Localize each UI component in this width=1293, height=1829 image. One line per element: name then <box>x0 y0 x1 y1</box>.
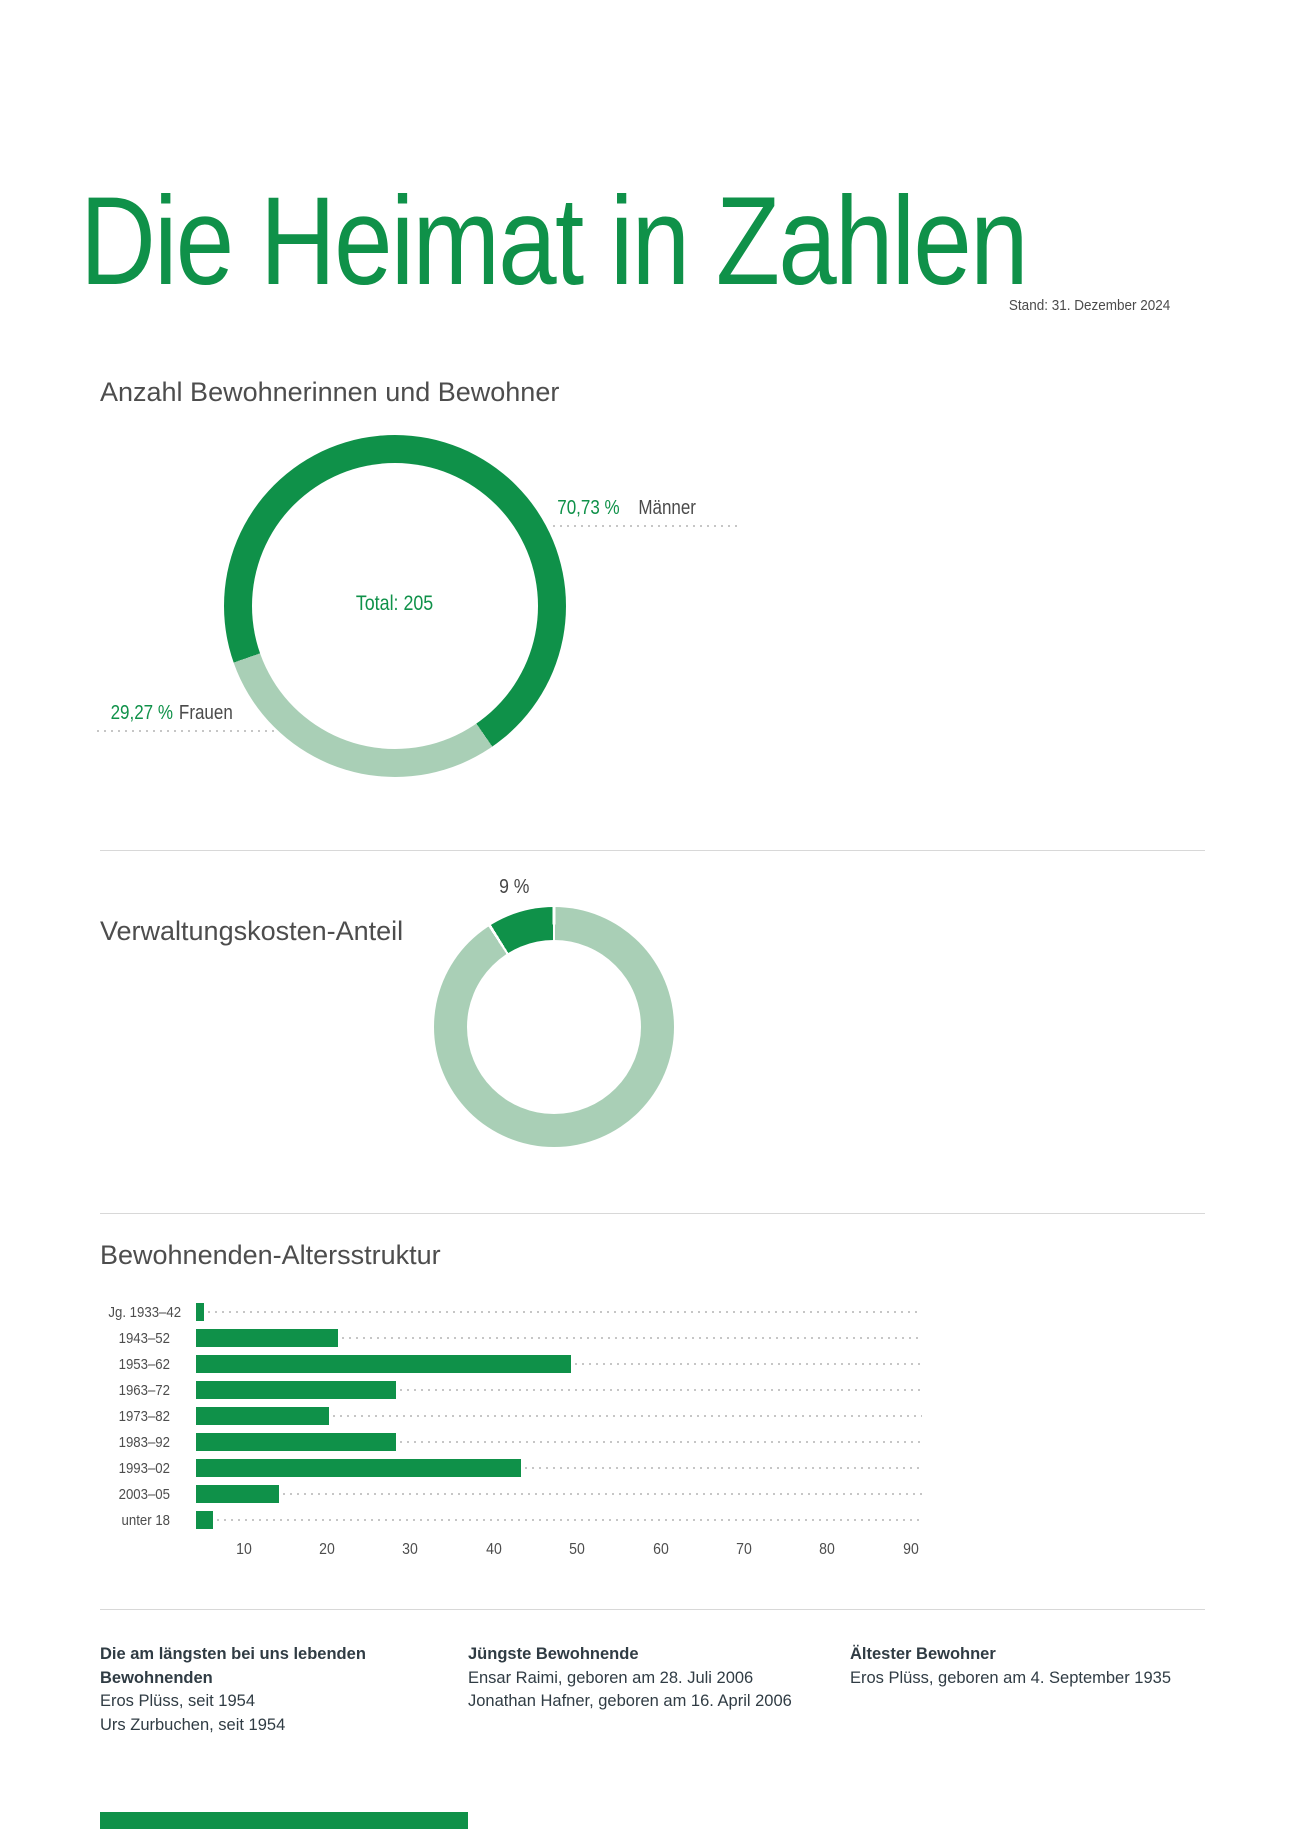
category-label: 1983–92 <box>118 1433 170 1451</box>
bar-track <box>196 1407 922 1425</box>
callout-dotted-line <box>553 525 740 527</box>
maenner-label: Männer <box>638 497 696 519</box>
axis-tick-label: 90 <box>902 1541 919 1558</box>
chart-row: 1943–52 <box>100 1329 922 1347</box>
bar <box>196 1511 213 1529</box>
footer-column-longest-residents: Die am längsten bei uns lebenden Bewohne… <box>100 1643 385 1737</box>
dotted-gridline <box>208 1311 922 1313</box>
section-title-residents: Anzahl Bewohnerinnen und Bewohner <box>100 377 560 407</box>
footer-line: Urs Zurbuchen, seit 1954 <box>100 1715 286 1734</box>
bar <box>196 1433 397 1451</box>
category-label: 1973–82 <box>118 1407 170 1425</box>
chart-row: 1993–02 <box>100 1459 922 1477</box>
category-label: 1943–52 <box>118 1329 170 1347</box>
category-label: unter 18 <box>121 1511 170 1529</box>
dotted-gridline <box>216 1519 922 1521</box>
category-label: 1953–62 <box>118 1355 170 1373</box>
bar <box>196 1329 338 1347</box>
section-title-admin-costs: Verwaltungskosten-Anteil <box>100 916 404 946</box>
residents-donut-chart <box>224 435 566 777</box>
bar-track <box>196 1485 922 1503</box>
footer-heading: Die am längsten bei uns lebenden Bewohne… <box>100 1645 366 1687</box>
bar-track <box>196 1433 922 1451</box>
bar-track <box>196 1329 922 1347</box>
footer-divider <box>100 1609 1205 1610</box>
callout-dotted-line <box>97 730 278 732</box>
footer-column-youngest-residents: Jüngste Bewohnende Ensar Raimi, geboren a… <box>468 1643 828 1714</box>
bar-track <box>196 1459 922 1477</box>
bar <box>196 1485 280 1503</box>
section-divider <box>100 850 1205 851</box>
chart-row: 1963–72 <box>100 1381 922 1399</box>
chart-row: 1983–92 <box>100 1433 922 1451</box>
dotted-gridline <box>575 1363 922 1365</box>
callout-frauen-text: 29,27 % Frauen <box>97 702 251 730</box>
chart-row: Jg. 1933–42 <box>100 1303 922 1321</box>
brand-bar <box>100 1812 468 1829</box>
category-label: 1993–02 <box>118 1459 170 1477</box>
donut-hole <box>467 940 641 1114</box>
admin-cost-donut-chart <box>434 907 674 1147</box>
maenner-percent: 70,73 % <box>557 497 620 519</box>
footer-line: Jonathan Hafner, geboren am 16. April 20… <box>468 1692 792 1710</box>
date-stamp: Stand: 31. Dezember 2024 <box>1008 297 1170 314</box>
callout-frauen: 29,27 % Frauen <box>97 702 278 732</box>
callout-maenner-text: 70,73 % Männer <box>553 497 712 525</box>
admin-cost-percent-label: 9 % <box>480 876 548 899</box>
chart-row: 1973–82 <box>100 1407 922 1425</box>
axis-tick-label: 40 <box>485 1541 502 1558</box>
category-label: 1963–72 <box>118 1381 170 1399</box>
x-axis: 10 20 30 40 50 60 70 80 90 <box>196 1541 922 1561</box>
footer-line: Ensar Raimi, geboren am 28. Juli 2006 <box>468 1668 754 1687</box>
category-label: 2003–05 <box>118 1485 170 1503</box>
bar <box>196 1355 572 1373</box>
dotted-gridline <box>525 1467 922 1469</box>
axis-tick-label: 50 <box>569 1541 585 1558</box>
bar-track <box>196 1381 922 1399</box>
axis-tick-label: 20 <box>319 1541 335 1558</box>
frauen-label: Frauen <box>178 702 233 724</box>
footer-column-oldest-resident: Ältester Bewohner Eros Plüss, geboren am … <box>850 1643 1230 1690</box>
axis-tick-label: 80 <box>819 1541 836 1558</box>
dotted-gridline <box>341 1337 922 1339</box>
bar <box>196 1459 522 1477</box>
footer-heading: Jüngste Bewohnende <box>468 1645 639 1663</box>
chart-row: 2003–05 <box>100 1485 922 1503</box>
axis-tick-label: 60 <box>652 1541 669 1558</box>
footer-line: Eros Plüss, seit 1954 <box>100 1692 255 1710</box>
bar-track <box>196 1303 922 1321</box>
bar-track <box>196 1355 922 1373</box>
total-value: Total: 205 <box>356 592 434 615</box>
donut-total-label: Total: 205 <box>224 592 566 616</box>
chart-row: unter 18 <box>100 1511 922 1529</box>
dotted-gridline <box>283 1493 922 1495</box>
age-structure-bar-chart: Jg. 1933–42 1943–52 1953–62 1963–72 1973–82 1… <box>100 1303 922 1537</box>
category-label: Jg. 1933–42 <box>108 1303 182 1321</box>
footer-line: Eros Plüss, geboren am 4. September 1935 <box>850 1668 1172 1687</box>
bar <box>196 1303 205 1321</box>
axis-tick-label: 30 <box>402 1541 419 1558</box>
bar-track <box>196 1511 922 1529</box>
donut-hole <box>252 463 538 749</box>
page-title: Die Heimat in Zahlen <box>80 171 1029 311</box>
bar <box>196 1381 397 1399</box>
chart-row: 1953–62 <box>100 1355 922 1373</box>
callout-maenner: 70,73 % Männer <box>553 497 740 527</box>
dotted-gridline <box>400 1441 922 1443</box>
bar <box>196 1407 330 1425</box>
footer-heading: Ältester Bewohner <box>850 1645 996 1663</box>
admin-cost-percent-value: 9 % <box>498 876 530 898</box>
axis-tick-label: 10 <box>235 1541 252 1558</box>
axis-tick-label: 70 <box>736 1541 752 1558</box>
dotted-gridline <box>333 1415 922 1417</box>
dotted-gridline <box>400 1389 922 1391</box>
section-title-age-structure: Bewohnenden-Altersstruktur <box>100 1240 441 1270</box>
section-divider <box>100 1213 1205 1214</box>
frauen-percent: 29,27 % <box>110 702 173 724</box>
